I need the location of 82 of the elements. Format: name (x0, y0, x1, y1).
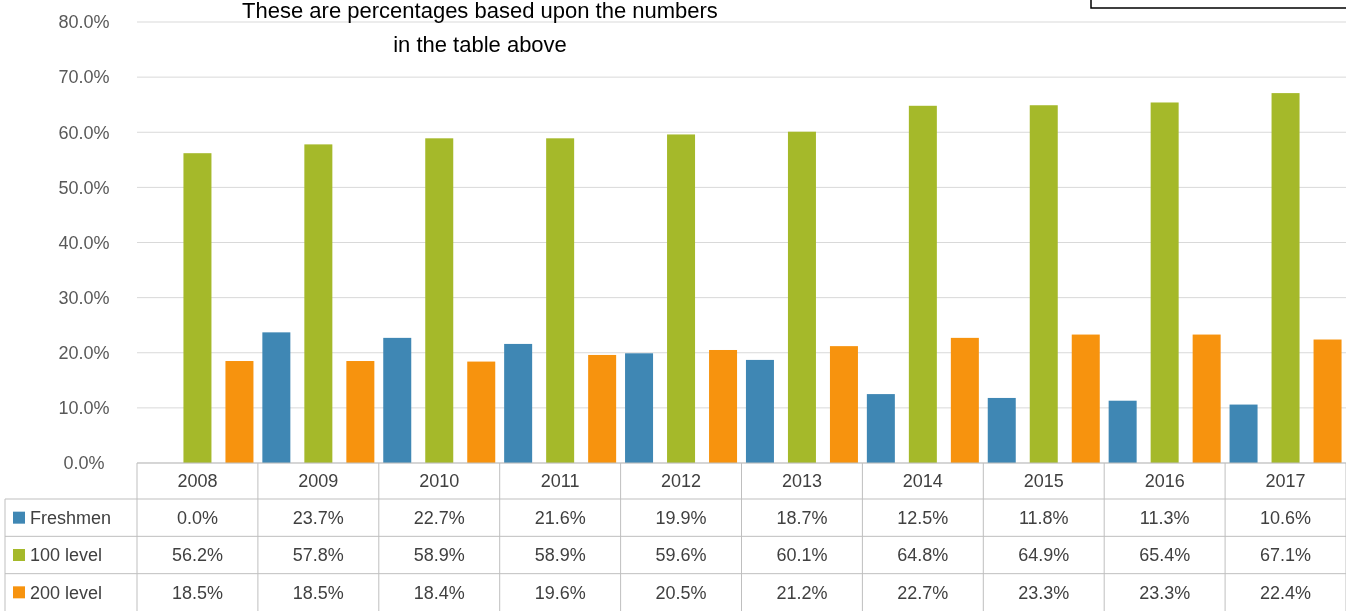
bar (1313, 339, 1342, 463)
x-tick-label: 2013 (781, 471, 822, 492)
bar (546, 138, 575, 463)
data-label: 21.2% (776, 582, 828, 603)
data-label: 19.9% (655, 507, 707, 528)
bar (588, 354, 617, 463)
bar (1150, 102, 1179, 463)
bar (383, 337, 412, 463)
y-tick-label: 80.0% (58, 12, 110, 33)
y-tick-label: 30.0% (58, 287, 110, 308)
bar (987, 397, 1016, 463)
bar (262, 332, 291, 463)
data-label: 12.5% (897, 507, 949, 528)
x-tick-label: 2008 (177, 471, 218, 492)
bar (1029, 105, 1058, 463)
bar (1071, 334, 1100, 463)
bar (183, 153, 212, 463)
x-tick-label: 2011 (540, 471, 580, 492)
data-label: 58.9% (413, 545, 465, 566)
x-tick-label: 2009 (298, 471, 339, 492)
legend-label: 100 level (30, 545, 103, 566)
y-tick-label: 0.0% (63, 453, 105, 474)
bar (504, 343, 533, 463)
bar (1108, 400, 1137, 463)
data-label: 20.5% (655, 582, 707, 603)
data-label: 18.7% (776, 507, 828, 528)
data-label: 18.5% (171, 582, 223, 603)
data-label: 64.8% (897, 545, 949, 566)
bar (745, 359, 774, 463)
bar (225, 361, 254, 463)
y-tick-label: 20.0% (58, 343, 110, 364)
bar (950, 337, 979, 463)
data-label: 60.1% (776, 545, 828, 566)
annotation: These are percentages based upon the numbers in the table above (242, 0, 718, 57)
bar (1192, 334, 1221, 463)
data-label: 22.7% (413, 507, 465, 528)
bar (908, 105, 937, 463)
data-label: 23.3% (1139, 582, 1191, 603)
y-tick-label: 50.0% (58, 177, 110, 198)
y-tick-label: 40.0% (58, 232, 110, 253)
bar (346, 361, 375, 463)
data-label: 64.9% (1018, 545, 1070, 566)
data-label: 23.7% (292, 507, 344, 528)
x-tick-label: 2014 (902, 471, 943, 492)
data-label: 65.4% (1139, 545, 1191, 566)
bar (1271, 93, 1300, 463)
bar (625, 353, 654, 463)
bar (304, 144, 333, 463)
data-label: 18.5% (292, 582, 344, 603)
data-label: 11.8% (1018, 507, 1069, 528)
bar (829, 346, 858, 463)
x-tick-label: 2010 (419, 471, 460, 492)
bar (425, 138, 454, 463)
data-label: 11.3% (1139, 507, 1190, 528)
data-label: 59.6% (655, 545, 707, 566)
y-tick-label: 60.0% (58, 122, 110, 143)
bar (667, 134, 696, 463)
data-label: 19.6% (534, 582, 586, 603)
data-label: 10.6% (1260, 507, 1312, 528)
data-label: 57.8% (292, 545, 344, 566)
x-tick-label: 2015 (1023, 471, 1064, 492)
data-label: 22.4% (1260, 582, 1312, 603)
bar (709, 349, 738, 463)
y-tick-label: 10.0% (58, 398, 110, 419)
data-label: 22.7% (897, 582, 949, 603)
x-tick-label: 2012 (661, 471, 702, 492)
legend-label: Freshmen (30, 507, 112, 528)
data-label: 58.9% (534, 545, 586, 566)
x-tick-label: 2017 (1265, 471, 1306, 492)
bar (866, 394, 895, 463)
data-label: 21.6% (534, 507, 586, 528)
x-tick-label: 2016 (1144, 471, 1185, 492)
bar (1229, 404, 1258, 463)
data-label: 67.1% (1260, 545, 1312, 566)
bar (467, 361, 496, 463)
data-label: 56.2% (171, 545, 223, 566)
bar (787, 131, 816, 463)
legend-label: 200 level (30, 582, 103, 603)
data-label: 23.3% (1018, 582, 1070, 603)
data-label: 18.4% (413, 582, 465, 603)
y-tick-label: 70.0% (58, 67, 110, 88)
data-label: 0.0% (176, 507, 218, 528)
